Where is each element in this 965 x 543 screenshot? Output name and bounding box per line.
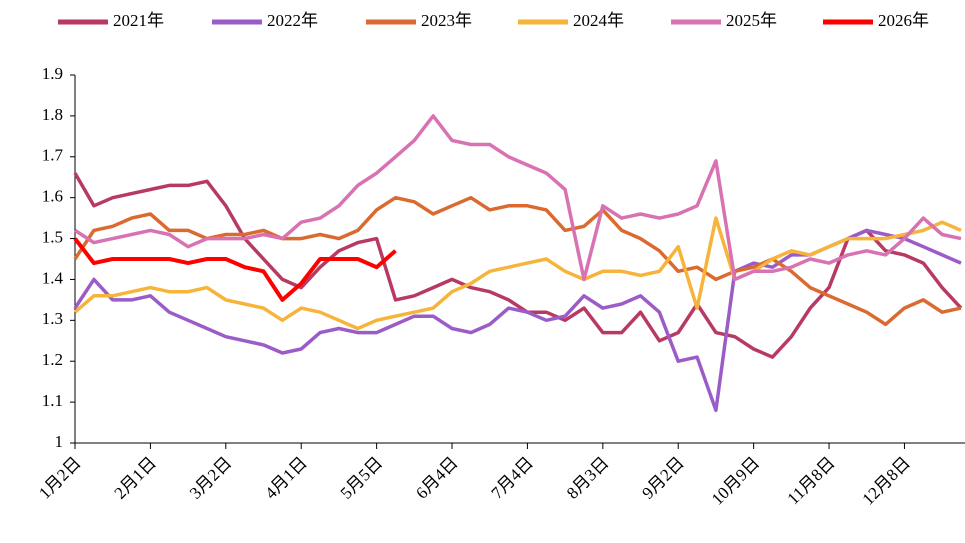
y-tick-label: 1.1 <box>42 391 63 410</box>
y-tick-label: 1.8 <box>42 105 63 124</box>
x-tick-label: 3月2日 <box>186 453 235 502</box>
x-tick-label: 10月9日 <box>708 453 764 509</box>
x-tick-label: 11月8日 <box>784 453 839 508</box>
legend-label: 2026年 <box>878 11 929 30</box>
y-tick-label: 1.9 <box>42 64 63 83</box>
y-tick-label: 1.7 <box>42 146 64 165</box>
legend-label: 2021年 <box>113 11 164 30</box>
series-line <box>73 216 962 331</box>
legend-label: 2024年 <box>573 11 624 30</box>
series-line <box>73 195 962 327</box>
y-tick-label: 1 <box>55 432 64 451</box>
x-tick-label: 5月5日 <box>337 453 386 502</box>
series-line <box>74 114 962 282</box>
y-tick-label: 1.2 <box>42 350 63 369</box>
legend-label: 2023年 <box>421 11 472 30</box>
x-tick-label: 8月3日 <box>563 453 612 502</box>
x-tick-label: 1月2日 <box>35 453 84 502</box>
x-tick-label: 4月1日 <box>261 453 310 502</box>
series-line <box>73 172 963 359</box>
series-line <box>73 237 397 302</box>
x-tick-label: 7月4日 <box>488 453 537 502</box>
legend-label: 2022年 <box>267 11 318 30</box>
x-tick-label: 12月8日 <box>859 453 915 509</box>
x-tick-label: 6月4日 <box>412 453 461 502</box>
y-tick-label: 1.6 <box>42 187 63 206</box>
y-tick-label: 1.3 <box>42 309 63 328</box>
y-tick-label: 1.5 <box>42 227 63 246</box>
x-tick-label: 2月1日 <box>110 453 159 502</box>
legend-label: 2025年 <box>726 11 777 30</box>
y-tick-label: 1.4 <box>42 268 64 287</box>
x-tick-label: 9月2日 <box>638 453 687 502</box>
